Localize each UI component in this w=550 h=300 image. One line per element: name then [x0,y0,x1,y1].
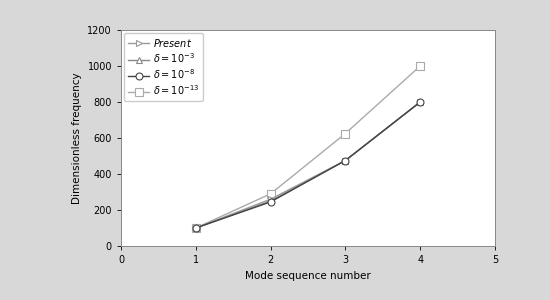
Legend: $\it{Present}$, $\delta = 10^{-3}$, $\delta = 10^{-8}$, $\delta = 10^{-13}$: $\it{Present}$, $\delta = 10^{-3}$, $\de… [124,33,204,101]
Y-axis label: Dimensionless frequency: Dimensionless frequency [72,72,82,204]
X-axis label: Mode sequence number: Mode sequence number [245,271,371,281]
